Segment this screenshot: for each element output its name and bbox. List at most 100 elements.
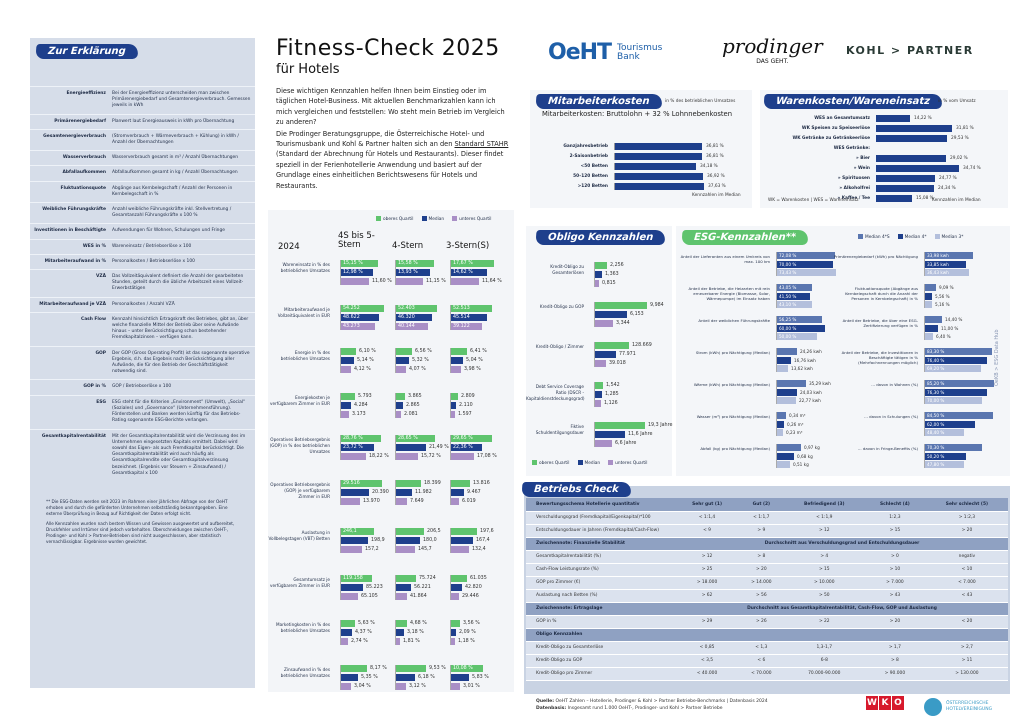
benchmark-bar: 5,83 % [451,674,489,681]
bar-fill [341,546,362,553]
bar-fill [341,348,356,355]
bar-fill [595,342,629,349]
section-row: Obligo Kennzahlen [526,628,1008,642]
legend-swatch-4 [897,234,903,239]
benchmark-bar: 28,76 % [341,435,389,442]
bar-fill: 76,30 % [925,388,987,396]
explanation-term: Mitarbeiteraufwand je VZÄ [39,301,106,307]
row-label: >120 Betten [577,183,608,189]
benchmark-bar: 5,35 % [341,674,387,681]
goods-cost-row: WK Getränke zu Getränkeerlöse 29,53 % [760,134,981,142]
benchmark-bar: 75.724 [396,575,436,582]
benchmark-bar: 2,09 % [451,629,480,636]
bar-fill: 50,00 % [777,333,817,340]
bar-fill [341,366,351,373]
rating-value: > 12 [784,524,864,538]
bar-value: 145,7 [418,547,432,552]
explanation-row: GOP in % GOP / Betriebserlöse x 100 [30,379,255,394]
explanation-panel: Zur Erklärung Energieeffizienz Bei der En… [30,38,255,688]
esg-bars: 56,25 % 60,00 % 50,00 % [776,316,825,340]
bar-value: 5,63 % [358,621,375,626]
bar-fill: 14,62 % [451,269,487,276]
bar-fill [396,584,411,591]
benchmark-bar: 5.793 [341,393,372,400]
obligo-bar: 19,3 Jahre [595,422,672,429]
bar-value: 1,81 % [403,639,420,644]
rating-value: < 0,85 [676,641,739,655]
benchmark-bar: 3,56 % [451,620,480,627]
benchmark-metric-label: Marketingkosten in % des betrieblichen U… [276,622,330,633]
bar-value: 65.105 [361,594,378,599]
bar-fill [925,292,932,300]
benchmark-bar: 180,0 [396,537,441,544]
bar-fill: 10,08 % [451,665,483,672]
benchmark-bars: 61.035 42.820 29.446 [450,575,487,600]
legend-swatch-green [376,216,381,221]
obligo-label: Kredit-Obligo zu Gesamterlösen [550,264,584,275]
benchmark-bar: 41.864 [396,593,436,600]
rating-value: > 50 [784,589,864,603]
explanation-definition: Anzahl weibliche Führungskräfte inkl. St… [112,207,232,219]
benchmark-bar: 4,07 % [396,366,432,373]
benchmark-bars: 119.158 85.223 65.105 [340,575,383,600]
bar-fill: 13,93 % [396,269,430,276]
bar-value: 11,60 % [372,279,392,284]
obligo-bar: 1,363 [595,271,624,278]
benchmark-bars: 10,08 % 5,83 % 3,01 % [450,665,489,690]
goods-cost-chart: WES an Gesamtumsatz 14,22 % WK Speisen zu … [760,114,981,204]
benchmark-metric-label: Energiekosten je verfügbarem Zimmer in E… [270,395,330,406]
esg-label: ... davon in Fringe-Benefits (%) [857,446,918,451]
bar-value: 13.970 [363,499,380,504]
benchmark-bars: 4,68 % 3,18 % 1,81 % [395,620,427,645]
bar-fill [341,620,355,627]
bar-value: 34,18 % [700,163,718,169]
bar-value: 42.820 [465,585,482,590]
row-label: 2-Saisonbetrieb [569,153,608,159]
stahr-link[interactable]: Standard STAHR [454,140,509,149]
esg-bar: 50,00 % [777,333,825,340]
bar-fill [396,665,426,672]
rating-value: > 1,7 [863,641,926,655]
column-header: Bewertungsschema Hotellerie quantitativ [526,498,676,512]
wko-letter: W [866,696,878,710]
disclaimer-note: Alle Kennzahlen wurden nach bestem Wisse… [46,520,235,544]
bar-fill [777,452,794,460]
benchmark-bar: 9,53 % [396,665,446,672]
bar-value: 4,68 % [410,621,427,626]
esg-panel: ESG-Kennzahlen** Median 4*S Median 4* Me… [676,226,1010,476]
explanation-term: Primärenergiebedarf [54,118,106,124]
bar-fill [614,162,696,170]
benchmark-bar: 17,08 % [451,453,497,460]
benchmark-metric-label: Wareneinsatz in % des betrieblichen Umsa… [280,262,330,273]
bar-value: 2.081 [404,412,418,417]
bar-fill [396,366,406,373]
benchmark-bar: 3,12 % [396,683,446,690]
bar-value: 85.223 [366,585,383,590]
explanation-definition: Wasserverbrauch gesamt in m³ / Anzahl Üb… [112,155,238,161]
benchmark-bar: 206,5 [396,528,441,535]
bar-fill [777,397,796,404]
bar-fill: 83,30 % [925,348,992,355]
bar-value: 24,77 % [939,175,957,181]
esg-bar: 0,23 m³ [777,429,805,436]
footnotes: ** Die ESG-Daten werden seit 2023 im Rah… [30,481,255,545]
column-header: Sehr gut (1) [676,498,739,512]
bar-value: 0,26 m³ [787,421,804,427]
betriebs-check-heading: Betriebs Check [521,482,632,497]
explanation-definition: ESG steht für die Kriterien „Environment… [112,399,246,424]
esg-bar: 76,40 % [925,356,992,364]
bar-fill [451,278,479,285]
goods-cost-heading: Warenkosten/Wareneinsatz [763,94,943,109]
esg-bar: 70,00 % [925,397,994,404]
benchmark-bars: 3,56 % 2,09 % 1,18 % [450,620,480,645]
bar-fill: 29,65 % [451,435,492,442]
row-label: » Wein [853,165,870,171]
goods-cost-row: » Alkoholfrei 24,34 % [760,184,981,192]
bar-fill: 69,20 % [925,365,981,372]
bar-value: 11,00 % [941,325,959,331]
bar-fill [777,412,786,419]
esg-bar: 0,68 kg [777,452,820,460]
goods-cost-note: Kennzahlen im Median [932,198,981,203]
bar-fill [777,429,783,436]
bar-fill: 84,50 % [925,412,993,419]
